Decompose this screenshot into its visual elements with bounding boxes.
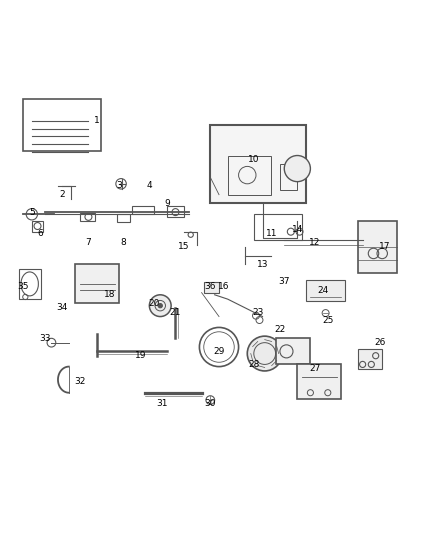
Text: 10: 10 [248,156,260,164]
Text: 26: 26 [374,338,386,347]
Text: 27: 27 [309,364,321,373]
Text: 22: 22 [274,325,286,334]
Text: 36: 36 [205,281,216,290]
Bar [23,99,102,151]
Text: 30: 30 [205,399,216,408]
Text: 29: 29 [213,347,225,356]
Text: 37: 37 [279,277,290,286]
Text: 1: 1 [94,116,100,125]
Text: 5: 5 [29,207,35,216]
Text: 3: 3 [116,181,122,190]
Bar [75,264,119,303]
Bar [254,214,302,240]
Bar [358,349,382,369]
Text: 12: 12 [309,238,321,247]
Text: 4: 4 [147,181,152,190]
Text: 13: 13 [257,260,268,269]
Text: 15: 15 [178,243,190,252]
Text: 21: 21 [170,308,181,317]
Bar [358,221,397,273]
Circle shape [247,336,282,371]
Text: 23: 23 [252,308,264,317]
Text: 20: 20 [148,299,159,308]
Text: 7: 7 [85,238,91,247]
Text: 31: 31 [157,399,168,408]
Text: 6: 6 [38,229,43,238]
Text: 17: 17 [378,243,390,252]
Text: 28: 28 [248,360,259,369]
Bar [280,164,297,190]
Bar [204,282,219,293]
Bar [210,125,306,204]
Text: 24: 24 [318,286,329,295]
Text: 18: 18 [104,290,116,300]
Text: 14: 14 [292,225,303,234]
Text: 35: 35 [18,281,29,290]
Text: 34: 34 [57,303,68,312]
Circle shape [149,295,171,317]
Text: 32: 32 [74,377,85,386]
Text: 11: 11 [265,229,277,238]
Bar [117,214,130,222]
Bar [132,206,154,214]
Circle shape [284,156,311,182]
Text: 9: 9 [164,199,170,208]
Bar [80,213,95,221]
Text: 19: 19 [135,351,146,360]
Text: 25: 25 [322,317,333,326]
Bar [306,279,345,301]
Bar [32,221,43,232]
Bar [276,338,311,365]
Text: 33: 33 [39,334,51,343]
Bar [228,156,271,195]
Bar [19,269,41,299]
Text: 16: 16 [218,281,229,290]
Bar [297,365,341,399]
Text: 2: 2 [60,190,65,199]
Text: 8: 8 [120,238,126,247]
Bar [167,206,184,217]
Circle shape [158,303,162,308]
